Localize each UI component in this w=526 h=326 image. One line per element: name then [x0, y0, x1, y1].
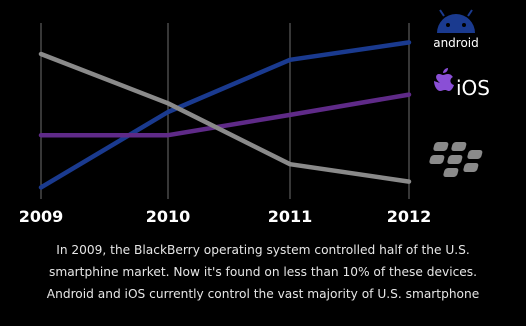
legend-android-label: android — [433, 36, 479, 50]
chart-svg: 2009 2010 2011 2012 android iOS — [19, 9, 490, 226]
series-lines — [38, 40, 412, 190]
caption: In 2009, the BlackBerry operating system… — [0, 239, 526, 305]
x-tick-label-2012: 2012 — [387, 207, 432, 226]
apple-icon — [434, 68, 454, 91]
legend-ios-label: iOS — [456, 76, 490, 100]
caption-line-1: In 2009, the BlackBerry operating system… — [56, 243, 470, 257]
series-line-ios — [38, 92, 412, 138]
grid-lines — [40, 23, 410, 199]
x-tick-label-2010: 2010 — [146, 207, 191, 226]
android-robot-icon — [437, 9, 475, 33]
x-tick-label-2009: 2009 — [19, 207, 64, 226]
x-tick-label-2011: 2011 — [268, 207, 313, 226]
x-tick-labels: 2009 2010 2011 2012 — [19, 207, 432, 226]
caption-line-2: smartphine market. Now it's found on les… — [48, 265, 478, 279]
caption-line-3: Android and iOS currently control the va… — [46, 287, 480, 301]
series-line-blackberry — [38, 51, 412, 184]
legend-android: android — [433, 9, 479, 50]
legend-ios: iOS — [434, 68, 490, 100]
blackberry-logo-icon — [429, 142, 483, 177]
series-line-android — [38, 40, 412, 190]
